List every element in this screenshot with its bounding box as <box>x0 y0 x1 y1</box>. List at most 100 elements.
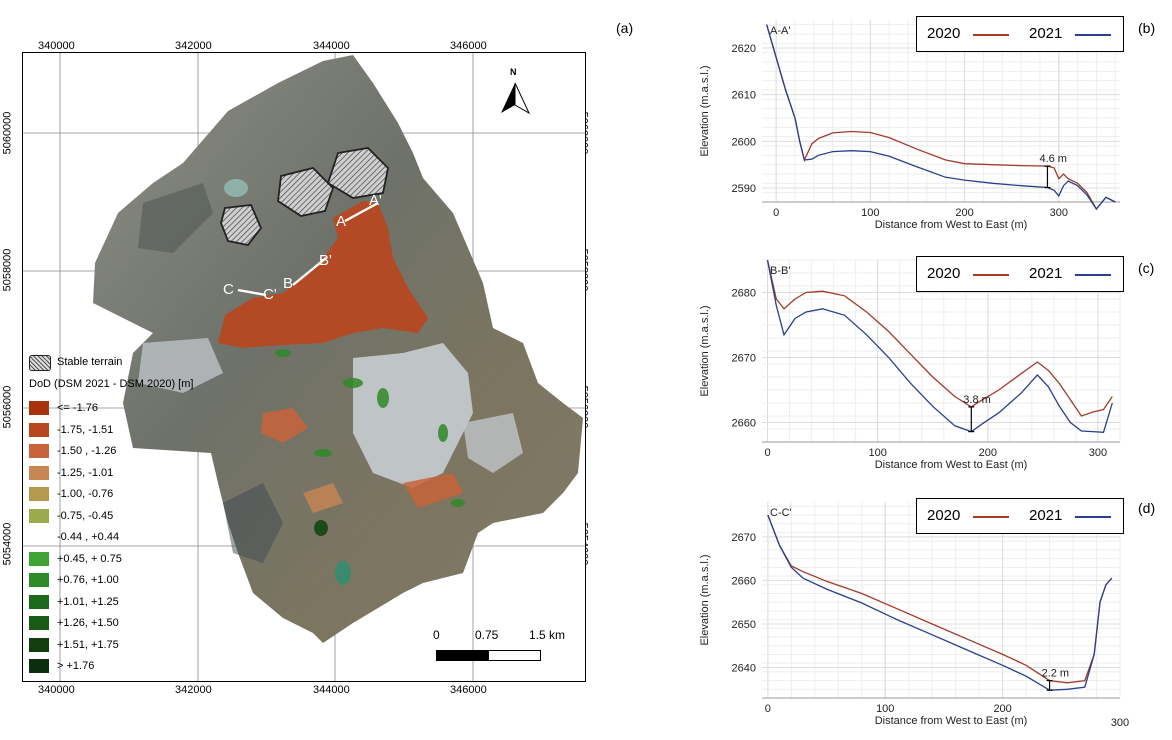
profile-chart-b-svg: 2660 2670 2680 0 100 200 300 Distance from West… <box>699 259 1121 471</box>
map-legend: Stable terrain DoD (DSM 2021 - DSM 2020)… <box>23 349 213 681</box>
profile-chart-a: 2590 2600 2610 2620 0 100 200 300 Distance from … <box>690 10 1135 240</box>
panel-label-a: (a) <box>616 20 634 36</box>
map-bottom-tick: 346000 <box>450 684 487 696</box>
y-tick-label: 2660 <box>732 575 756 587</box>
legend-title-text: DoD (DSM 2021 - DSM 2020) [m] <box>29 378 194 390</box>
series-line-2021 <box>766 259 1113 433</box>
scalebar-label-mid: 0.75 <box>475 628 499 642</box>
legend-entry-2021: 2021 <box>1029 25 1063 42</box>
panel-label-b: (b) <box>1138 20 1156 36</box>
y-tick-label: 2670 <box>732 532 756 544</box>
map-left-tick: 5054000 <box>1 522 14 566</box>
y-tick-label: 2600 <box>732 136 756 148</box>
x-axis-title: Distance from West to East (m) <box>875 219 1028 231</box>
difference-label: 3.8 m <box>963 394 991 406</box>
map-left-tick: 5058000 <box>1 248 14 292</box>
legend-class-label: -1.00, -0.76 <box>57 488 114 500</box>
legend-class-label: +1.01, +1.25 <box>57 595 119 608</box>
series-line-2021 <box>766 24 1116 211</box>
difference-annotation: 2.2 m <box>1042 668 1070 691</box>
x-tick-label: 200 <box>993 703 1011 715</box>
legend-class-swatch <box>29 530 49 544</box>
legend-class-swatch <box>29 444 49 458</box>
map-canvas <box>23 53 585 681</box>
legend-line-2021 <box>1075 34 1111 36</box>
legend-entry-2020: 2020 <box>927 265 961 282</box>
legend-class-swatch <box>29 573 49 587</box>
stable-terrain-polygon <box>277 167 335 217</box>
x-tick-label: 300 <box>1089 447 1107 459</box>
legend-class-swatch <box>29 659 49 673</box>
y-tick-label: 2650 <box>732 619 756 631</box>
x-tick-label: 100 <box>876 703 894 715</box>
series-line-2020 <box>767 514 1113 684</box>
map-bottom-tick: 340000 <box>38 684 75 696</box>
series-line-2020 <box>766 259 1113 417</box>
legend-hatch-swatch <box>29 355 51 371</box>
x-tick-label: 200 <box>955 207 973 219</box>
map-bottom-tick: 344000 <box>313 684 350 696</box>
snow-patch <box>463 413 523 473</box>
legend-stable-label: Stable terrain <box>57 356 123 368</box>
lake <box>335 561 351 585</box>
section-label-c-prime: C' <box>263 286 277 303</box>
difference-label: 2.2 m <box>1042 668 1070 680</box>
legend-class-label: <= -1.76 <box>57 402 98 414</box>
x-tick-label: 100 <box>861 207 879 219</box>
scalebar-label-end: 1.5 km <box>529 628 566 642</box>
legend-class-label: +0.76, +1.00 <box>57 574 119 586</box>
section-label-b: B <box>283 275 294 292</box>
profile-title: B-B' <box>770 265 790 277</box>
legend-class-swatch <box>29 594 49 609</box>
legend-class-swatch <box>29 508 49 523</box>
x-axis-title: Distance from West to East (m) <box>875 715 1028 727</box>
x-tick-label: 0 <box>773 207 779 219</box>
chart-legend: 2020 2021 <box>916 498 1124 534</box>
legend-class-label: -0.75, -0.45 <box>57 509 114 522</box>
snow-patch <box>353 343 473 488</box>
dod-loss-area <box>261 408 308 443</box>
legend-line-2020 <box>973 516 1009 518</box>
scalebar-label-0: 0 <box>433 628 440 642</box>
legend-line-2021 <box>1075 516 1111 518</box>
x-tick-label: 100 <box>868 447 886 459</box>
map-top-tick: 346000 <box>450 40 487 52</box>
orthophoto-footprint <box>93 55 583 643</box>
section-label-c: C <box>223 281 234 298</box>
profile-chart-a-svg: 2590 2600 2610 2620 0 100 200 300 Distance from … <box>699 20 1120 231</box>
profile-title: A-A' <box>770 25 790 37</box>
lake <box>314 520 328 536</box>
legend-line-2020 <box>973 274 1009 276</box>
dod-loss-area <box>303 483 343 513</box>
dod-loss-area <box>403 473 463 508</box>
legend-class-swatch <box>29 465 49 480</box>
shadow-area <box>223 483 283 563</box>
chart-legend: 2020 2021 <box>916 16 1124 52</box>
y-tick-label: 2670 <box>732 353 756 365</box>
difference-annotation: 4.6 m <box>1039 153 1067 189</box>
legend-entry-2021: 2021 <box>1029 265 1063 282</box>
stable-terrain-polygon <box>220 204 263 246</box>
lake <box>224 179 248 197</box>
scalebar-black-segment <box>436 650 490 661</box>
x-tick-label: 300 <box>1050 207 1068 219</box>
legend-class-label: +1.51, +1.75 <box>57 638 119 651</box>
legend-class-label: -1.75, -1.51 <box>57 423 114 436</box>
y-tick-label: 2680 <box>732 288 756 300</box>
map-top-tick: 342000 <box>175 40 212 52</box>
legend-line-2020 <box>973 34 1009 36</box>
y-axis-title: Elevation (m.a.s.l.) <box>699 65 711 156</box>
y-tick-label: 2590 <box>732 183 756 195</box>
profile-chart-c: 2640 2650 2660 2670 0 100 200 300 Distance from … <box>690 490 1135 735</box>
section-label-a: A <box>336 213 347 230</box>
x-tick-label: 0 <box>765 703 771 715</box>
stable-terrain-polygon <box>326 147 389 199</box>
chart-legend: 2020 2021 <box>916 256 1124 292</box>
scalebar-white-segment <box>488 650 541 661</box>
map-bottom-tick: 342000 <box>175 684 212 696</box>
x-tick-label: 0 <box>764 447 770 459</box>
legend-entry-2020: 2020 <box>927 25 961 42</box>
shadow-area <box>138 183 213 253</box>
profile-chart-b: 2660 2670 2680 0 100 200 300 Distance from West… <box>690 250 1135 480</box>
profile-title: C-C' <box>770 507 792 519</box>
